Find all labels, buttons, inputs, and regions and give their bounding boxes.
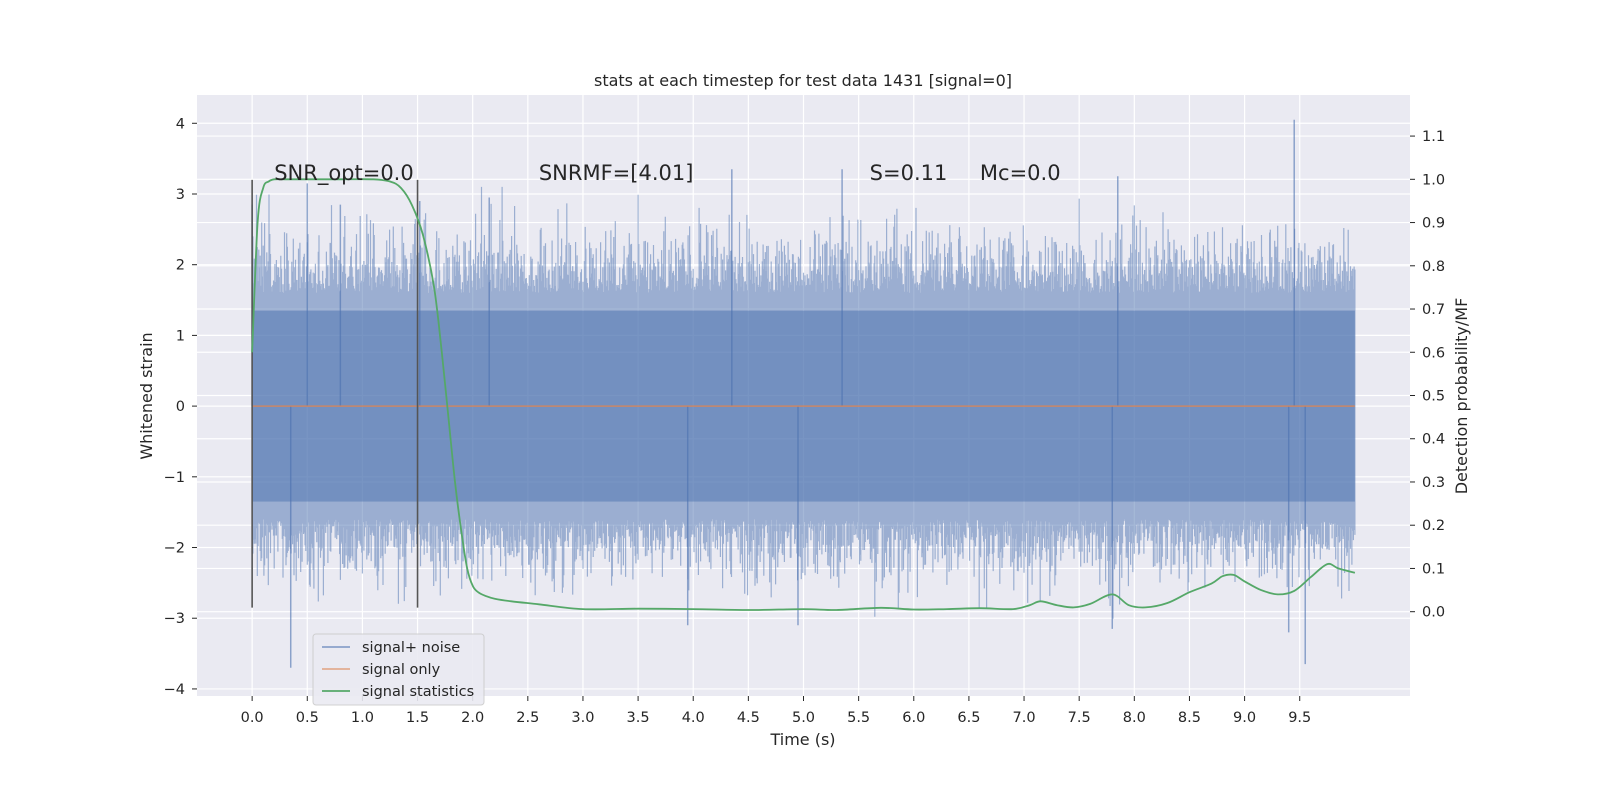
y-axis-label: Whitened strain [137, 332, 156, 459]
x-tick-label: 5.5 [847, 710, 870, 726]
x-tick-label: 2.5 [516, 710, 539, 726]
y2-axis-label: Detection probability/MF [1452, 298, 1471, 495]
x-tick-label: 6.5 [957, 710, 980, 726]
y-tick-label: 1 [176, 328, 185, 344]
x-tick-label: 0.5 [296, 710, 319, 726]
y2-tick-label: 0.9 [1422, 216, 1445, 232]
x-tick-label: 3.5 [627, 710, 650, 726]
y-tick-label: −3 [164, 611, 185, 627]
y2-tick-label: 0.1 [1422, 561, 1445, 577]
y-tick-label: 2 [176, 258, 185, 274]
legend-box [312, 633, 485, 706]
y-tick-label: 4 [176, 116, 185, 132]
y2-tick-label: 0.5 [1422, 389, 1445, 405]
y2-tick-label: 0.7 [1422, 302, 1445, 318]
annotation-text: Mc=0.0 [980, 161, 1061, 185]
x-tick-label: 8.0 [1123, 710, 1146, 726]
y2-tick-label: 1.0 [1422, 172, 1445, 188]
y-tick-label: −2 [164, 541, 185, 557]
y-tick-label: 3 [176, 187, 185, 203]
x-tick-label: 6.0 [902, 710, 925, 726]
y2-tick-label: 0.3 [1422, 475, 1445, 491]
y-tick-label: −4 [164, 682, 185, 698]
x-tick-label: 7.0 [1013, 710, 1036, 726]
x-tick-label: 4.5 [737, 710, 760, 726]
y2-tick-label: 0.8 [1422, 259, 1445, 275]
y2-tick-label: 0.0 [1422, 605, 1445, 621]
x-tick-label: 3.0 [571, 710, 594, 726]
chart-title: stats at each timestep for test data 143… [594, 71, 1012, 90]
series-layer [251, 119, 1356, 668]
y2-tick-label: 0.4 [1422, 432, 1445, 448]
legend-label: signal only [362, 662, 441, 678]
annotation-text: SNRMF=[4.01] [539, 161, 694, 185]
x-tick-label: 5.0 [792, 710, 815, 726]
annotation-text: S=0.11 [870, 161, 948, 185]
x-tick-label: 9.5 [1288, 710, 1311, 726]
y2-tick-label: 0.6 [1422, 345, 1445, 361]
y-tick-label: 0 [176, 399, 185, 415]
x-tick-label: 8.5 [1178, 710, 1201, 726]
series-signal-statistics [251, 178, 1356, 611]
legend: signal+ noise signal only signal statistic… [312, 633, 485, 706]
x-tick-label: 1.5 [406, 710, 429, 726]
y-tick-label: −1 [164, 470, 185, 486]
annotation-text: SNR_opt=0.0 [274, 161, 414, 186]
x-tick-label: 7.5 [1068, 710, 1091, 726]
x-tick-label: 0.0 [241, 710, 264, 726]
x-tick-label: 2.0 [461, 710, 484, 726]
legend-label: signal statistics [362, 684, 474, 700]
x-tick-label: 4.0 [682, 710, 705, 726]
y2-tick-label: 1.1 [1422, 129, 1445, 145]
axes-layer: 0.0 0.5 1.0 1.5 2.0 2.5 3.0 3.5 4.0 4.5 5.0 5.5 6.0 6… [164, 116, 1445, 726]
x-tick-label: 9.0 [1233, 710, 1256, 726]
x-axis-label: Time (s) [769, 730, 835, 749]
x-tick-label: 1.0 [351, 710, 374, 726]
y2-tick-label: 0.2 [1422, 518, 1445, 534]
legend-label: signal+ noise [362, 640, 460, 656]
annotations: SNR_opt=0.0 SNRMF=[4.01] S=0.11 Mc=0.0 [274, 161, 1060, 186]
